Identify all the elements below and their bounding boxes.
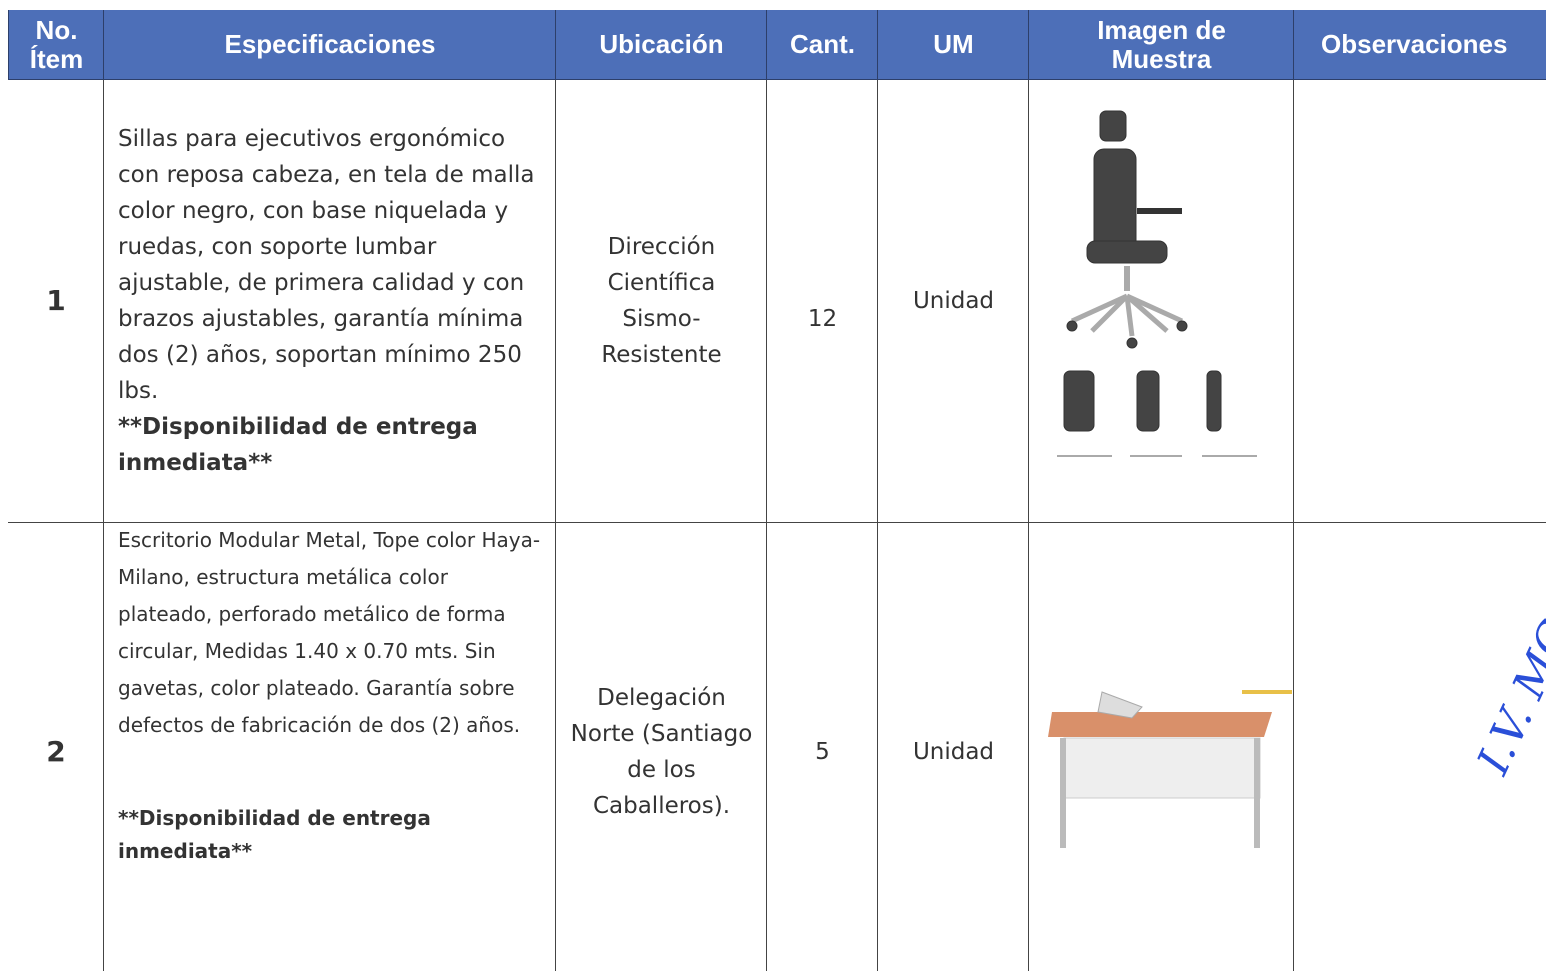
unit: Unidad [877, 522, 1029, 971]
specification: Escritorio Modular Metal, Tope color Hay… [118, 528, 541, 737]
chair-image [1056, 110, 1257, 457]
observations [1293, 80, 1546, 523]
note: **Disponibilidad de entrega inmediata** [118, 414, 478, 476]
column-header: Imagen de Muestra [1028, 10, 1294, 80]
column-header: Cant. [766, 10, 878, 80]
column-header: Especificaciones [103, 10, 556, 80]
column-header: Observaciones [1293, 10, 1546, 80]
handwritten-annotation: I.V. MC [1467, 613, 1546, 782]
location: Delegación Norte (Santiago de los Caball… [555, 522, 767, 971]
item-number: 2 [8, 522, 104, 971]
specification: Sillas para ejecutivos ergonómico con re… [118, 126, 535, 404]
note: **Disponibilidad de entrega inmediata** [118, 806, 431, 863]
spec-cell: Sillas para ejecutivos ergonómico con re… [103, 80, 556, 523]
unit: Unidad [877, 80, 1029, 523]
image-cell [1028, 522, 1294, 971]
spec-cell: Escritorio Modular Metal, Tope color Hay… [103, 522, 556, 971]
column-header: No. Ítem [8, 10, 104, 80]
image-cell [1028, 80, 1294, 523]
item-number: 1 [8, 80, 104, 523]
desk-image [1047, 689, 1292, 848]
location: Dirección Científica Sismo-Resistente [555, 80, 767, 523]
quantity: 12 [766, 80, 878, 523]
quantity: 5 [766, 522, 878, 971]
column-header: Ubicación [555, 10, 767, 80]
column-header: UM [877, 10, 1029, 80]
observations: I.V. MC [1293, 522, 1546, 971]
